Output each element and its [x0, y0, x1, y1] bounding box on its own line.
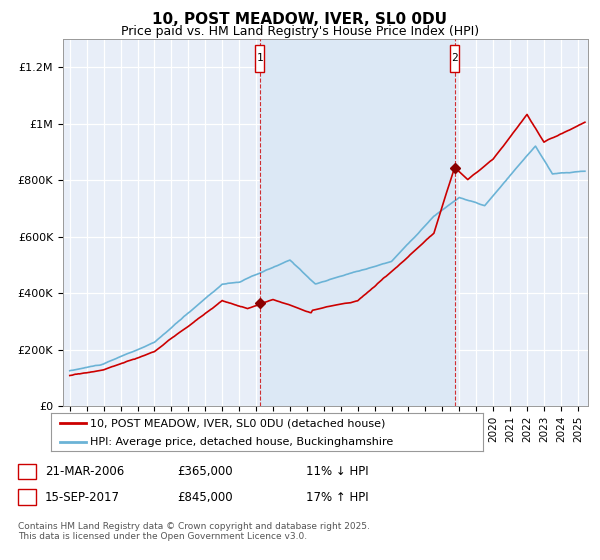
- FancyBboxPatch shape: [255, 45, 265, 72]
- Text: 1: 1: [256, 53, 263, 63]
- Text: 2: 2: [451, 53, 458, 63]
- Text: 10, POST MEADOW, IVER, SL0 0DU (detached house): 10, POST MEADOW, IVER, SL0 0DU (detached…: [90, 418, 385, 428]
- Text: 21-MAR-2006: 21-MAR-2006: [45, 465, 124, 478]
- Text: 1: 1: [23, 466, 31, 477]
- Text: 17% ↑ HPI: 17% ↑ HPI: [306, 491, 368, 504]
- Bar: [260, 39, 455, 406]
- Text: Contains HM Land Registry data © Crown copyright and database right 2025.
This d: Contains HM Land Registry data © Crown c…: [18, 522, 370, 542]
- Text: 11% ↓ HPI: 11% ↓ HPI: [306, 465, 368, 478]
- Text: 2: 2: [23, 492, 31, 502]
- Text: 15-SEP-2017: 15-SEP-2017: [45, 491, 120, 504]
- Text: £365,000: £365,000: [177, 465, 233, 478]
- FancyBboxPatch shape: [450, 45, 459, 72]
- Text: £845,000: £845,000: [177, 491, 233, 504]
- Text: 10, POST MEADOW, IVER, SL0 0DU: 10, POST MEADOW, IVER, SL0 0DU: [152, 12, 448, 27]
- Text: HPI: Average price, detached house, Buckinghamshire: HPI: Average price, detached house, Buck…: [90, 437, 393, 447]
- Text: Price paid vs. HM Land Registry's House Price Index (HPI): Price paid vs. HM Land Registry's House …: [121, 25, 479, 38]
